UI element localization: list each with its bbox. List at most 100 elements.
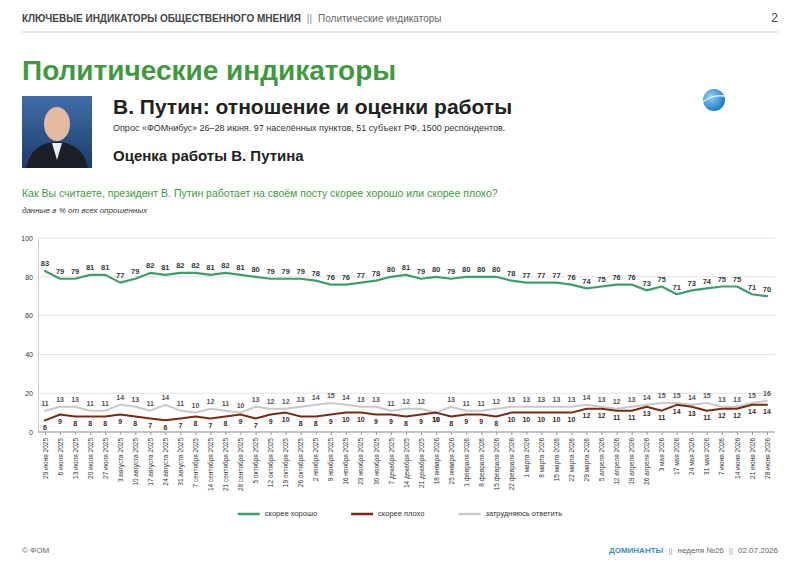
- data-label: 76: [342, 273, 350, 282]
- x-tick: 19 октября 2025: [282, 432, 290, 487]
- x-tick: 23 ноября 2025: [357, 432, 365, 485]
- page: КЛЮЧЕВЫЕ ИНДИКАТОРЫ ОБЩЕСТВЕННОГО МНЕНИЯ…: [0, 0, 800, 569]
- data-label: 13: [628, 396, 636, 403]
- x-tick-mark: [406, 432, 407, 435]
- data-label: 82: [191, 261, 199, 270]
- x-tick: 31 августа 2025: [177, 432, 185, 486]
- data-label: 76: [612, 273, 620, 282]
- data-label: 76: [567, 273, 575, 282]
- data-label: 12: [492, 398, 500, 405]
- data-label: 10: [357, 416, 365, 423]
- x-tick-mark: [241, 432, 242, 435]
- x-tick-mark: [120, 432, 121, 435]
- data-label: 80: [432, 265, 440, 274]
- x-tick: 12 апреля 2026: [613, 432, 621, 485]
- data-label: 71: [748, 283, 756, 292]
- data-label: 11: [703, 414, 711, 421]
- data-label: 70: [763, 285, 771, 294]
- data-label: 82: [176, 261, 184, 270]
- data-label: 7: [254, 422, 258, 429]
- legend-label: затрудняюсь ответить: [485, 509, 562, 518]
- chart-subtitle: данные в % от всех опрошенных: [22, 206, 148, 215]
- x-tick: 22 марта 2026: [568, 432, 576, 481]
- x-tick-mark: [737, 432, 738, 435]
- x-tick: 24 мая 2026: [688, 432, 695, 475]
- data-label: 12: [267, 398, 275, 405]
- y-axis-line: [38, 239, 39, 433]
- data-label: 13: [56, 396, 64, 403]
- data-label: 12: [282, 398, 290, 405]
- survey-note: Опрос «ФОМнибус» 26–28 июня. 97 населённ…: [113, 123, 505, 133]
- x-tick-mark: [571, 432, 572, 435]
- x-tick-mark: [421, 432, 422, 435]
- data-label: 8: [133, 420, 137, 427]
- x-tick-mark: [376, 432, 377, 435]
- x-tick-mark: [677, 432, 678, 435]
- x-tick: 10 августа 2025: [132, 432, 140, 486]
- x-tick-mark: [195, 432, 196, 435]
- x-tick-label: 21 декабря 2025: [418, 438, 426, 488]
- x-tick-label: 5 апреля 2026: [598, 438, 606, 482]
- x-tick-label: 24 мая 2026: [688, 438, 695, 475]
- x-tick-mark: [526, 432, 527, 435]
- legend-label: скорее плохо: [378, 509, 424, 518]
- data-label: 79: [447, 267, 455, 276]
- data-label: 81: [402, 263, 410, 272]
- data-label: 76: [627, 273, 635, 282]
- x-tick-mark: [105, 432, 106, 435]
- x-tick-mark: [271, 432, 272, 435]
- x-tick: 27 июля 2025: [102, 432, 109, 479]
- x-tick-label: 20 июля 2025: [87, 438, 94, 479]
- x-tick: 12 октября 2025: [267, 432, 275, 487]
- data-label: 10: [568, 416, 576, 423]
- data-label: 13: [537, 396, 545, 403]
- x-tick: 6 июля 2025: [57, 432, 64, 475]
- data-label: 8: [193, 420, 197, 427]
- data-label: 11: [41, 400, 49, 407]
- x-tick-label: 18 января 2026: [433, 438, 441, 485]
- x-tick-label: 28 сентября 2025: [237, 438, 245, 491]
- data-label: 73: [688, 279, 696, 288]
- x-tick: 26 октября 2025: [297, 432, 305, 487]
- data-label: 8: [449, 420, 453, 427]
- data-label: 9: [374, 418, 378, 425]
- data-label: 13: [297, 396, 305, 403]
- data-label: 14: [763, 408, 771, 415]
- x-tick-label: 8 февраля 2026: [478, 438, 486, 487]
- x-tick: 16 ноября 2025: [342, 432, 350, 485]
- x-tick-label: 24 августа 2025: [162, 438, 170, 486]
- data-label: 14: [673, 408, 681, 415]
- x-tick: 1 февраля 2026: [463, 432, 471, 487]
- data-label: 10: [522, 416, 530, 423]
- x-tick-mark: [496, 432, 497, 435]
- data-label: 75: [718, 275, 726, 284]
- data-label: 13: [553, 396, 561, 403]
- section-title: Политические индикаторы: [22, 55, 396, 86]
- globe-icon: [701, 89, 728, 111]
- data-label: 77: [537, 271, 545, 280]
- data-label: 12: [583, 412, 591, 419]
- x-tick-label: 12 октября 2025: [267, 438, 275, 488]
- data-labels: 8379798181777982818282818281807979797876…: [41, 259, 771, 430]
- x-tick-mark: [60, 432, 61, 435]
- data-label: 15: [703, 392, 711, 399]
- data-label: 14: [312, 394, 320, 401]
- header-rule: [22, 32, 778, 33]
- x-tick-label: 28 июня 2026: [764, 438, 771, 479]
- data-label: 10: [432, 416, 440, 423]
- x-tick-mark: [632, 432, 633, 435]
- data-label: 14: [116, 394, 124, 401]
- page-number: 2: [771, 11, 778, 25]
- data-label: 80: [492, 265, 500, 274]
- data-label: 13: [718, 396, 726, 403]
- x-tick-mark: [647, 432, 648, 435]
- x-tick: 17 августа 2025: [147, 432, 155, 486]
- x-tick-mark: [602, 432, 603, 435]
- x-tick-mark: [135, 432, 136, 435]
- x-tick: 7 декабря 2025: [388, 432, 396, 484]
- x-tick-label: 17 августа 2025: [147, 438, 155, 486]
- x-tick-mark: [150, 432, 151, 435]
- x-tick-label: 14 июня 2026: [733, 438, 740, 479]
- x-tick-label: 22 февраля 2026: [508, 438, 516, 491]
- data-label: 78: [507, 269, 515, 278]
